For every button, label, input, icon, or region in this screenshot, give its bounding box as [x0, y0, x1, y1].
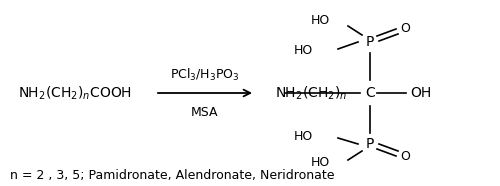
Text: n = 2 , 3, 5; Pamidronate, Alendronate, Neridronate: n = 2 , 3, 5; Pamidronate, Alendronate, … — [10, 169, 334, 182]
Text: P: P — [366, 137, 374, 151]
Text: HO: HO — [311, 156, 330, 169]
Text: NH$_2$(CH$_2$)$_n$: NH$_2$(CH$_2$)$_n$ — [275, 84, 347, 102]
Text: PCl$_3$/H$_3$PO$_3$: PCl$_3$/H$_3$PO$_3$ — [170, 67, 240, 83]
Text: O: O — [400, 150, 410, 163]
Text: OH: OH — [410, 86, 431, 100]
Text: HO: HO — [294, 131, 313, 144]
Text: MSA: MSA — [191, 105, 219, 118]
Text: HO: HO — [294, 44, 313, 57]
Text: C: C — [365, 86, 375, 100]
Text: P: P — [366, 35, 374, 49]
Text: NH$_2$(CH$_2$)$_n$COOH: NH$_2$(CH$_2$)$_n$COOH — [18, 84, 132, 102]
Text: HO: HO — [311, 14, 330, 26]
Text: O: O — [400, 22, 410, 34]
